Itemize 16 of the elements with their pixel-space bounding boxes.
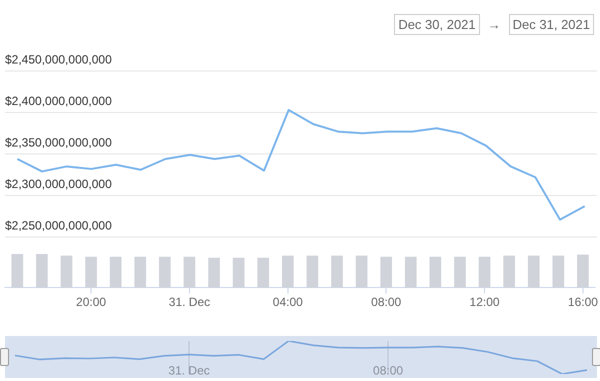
y-tick-label: $2,250,000,000,000 <box>5 218 112 232</box>
x-tick-label: 31. Dec <box>168 295 210 310</box>
text: → <box>488 17 501 32</box>
y-tick-label: $2,450,000,000,000 <box>5 52 112 66</box>
y-tick-label: $2,350,000,000,000 <box>5 135 112 150</box>
x-tick-label: 12:00 <box>470 295 500 310</box>
x-tick-label: 20:00 <box>76 295 106 310</box>
y-tick-label: $2,300,000,000,000 <box>5 176 112 191</box>
text: Dec 30, 2021 <box>394 14 480 35</box>
x-tick-label: 04:00 <box>272 295 304 310</box>
x-tick-label: 16:00 <box>568 295 598 310</box>
x-tick-label: 08:00 <box>373 363 404 378</box>
y-tick-label: $2,400,000,000,000 <box>5 94 112 108</box>
x-tick-label: 31. Dec <box>168 363 210 378</box>
x-tick-label: 08:00 <box>371 295 402 310</box>
text: Dec 31, 2021 <box>508 14 594 35</box>
